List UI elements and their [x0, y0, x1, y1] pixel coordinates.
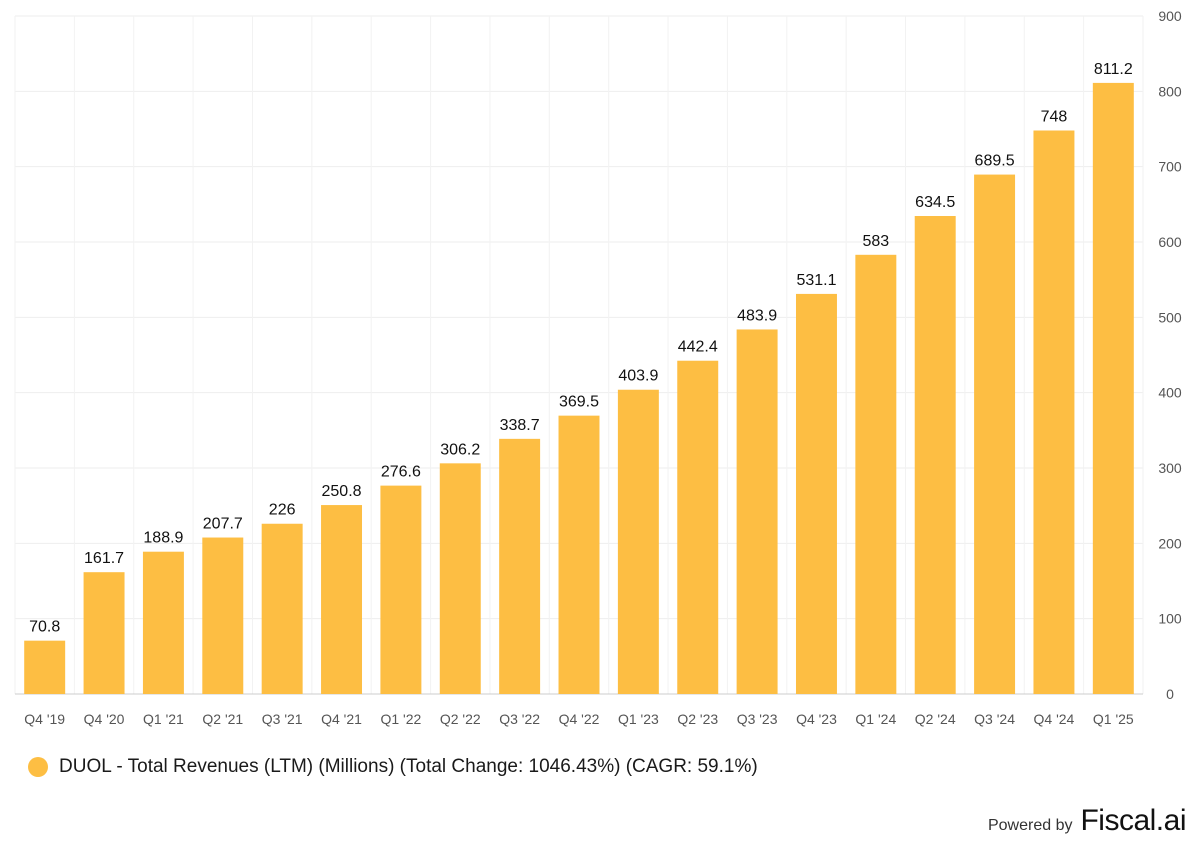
bars: [24, 82, 1134, 695]
x-tick-label: Q1 '21: [143, 711, 184, 727]
x-tick-label: Q2 '23: [677, 711, 718, 727]
data-label: 161.7: [84, 550, 124, 567]
x-axis-ticks: Q4 '19 Q4 '20 Q1 '21 Q2 '21 Q3 '21 Q4 '21 Q1 '…: [24, 711, 1134, 727]
data-label: 689.5: [975, 153, 1015, 170]
y-tick-label: 100: [1158, 611, 1182, 627]
bar: [736, 329, 778, 694]
bar: [142, 551, 184, 694]
x-tick-label: Q3 '24: [974, 711, 1015, 727]
bar: [439, 463, 481, 694]
x-tick-label: Q3 '22: [499, 711, 540, 727]
x-tick-label: Q1 '22: [380, 711, 421, 727]
bar: [617, 389, 659, 694]
bar: [83, 572, 125, 694]
y-tick-label: 400: [1158, 385, 1182, 401]
y-tick-label: 700: [1158, 159, 1182, 175]
data-label: 811.2: [1094, 61, 1133, 78]
x-tick-label: Q4 '19: [24, 711, 65, 727]
y-tick-label: 200: [1158, 535, 1182, 551]
bar: [795, 293, 837, 694]
data-label: 338.7: [500, 417, 540, 434]
data-label: 442.4: [678, 339, 718, 356]
data-label: 583: [862, 233, 889, 250]
legend-label: DUOL - Total Revenues (LTM) (Millions) (…: [59, 756, 758, 777]
bar: [261, 523, 303, 694]
legend: DUOL - Total Revenues (LTM) (Millions) (…: [28, 756, 758, 778]
data-label: 306.2: [440, 441, 480, 458]
x-tick-label: Q3 '21: [262, 711, 303, 727]
data-label: 70.8: [29, 619, 60, 636]
x-tick-label: Q1 '23: [618, 711, 659, 727]
y-axis-ticks: 0 100 200 300 400 500 600 700 800 900: [1158, 8, 1182, 702]
data-label: 188.9: [143, 530, 183, 547]
x-tick-label: Q2 '22: [440, 711, 481, 727]
bar: [499, 438, 541, 694]
bar: [380, 485, 422, 694]
y-tick-label: 0: [1166, 686, 1174, 702]
data-labels: 70.8 161.7 188.9 207.7 226 250.8 276.6 306.2 338…: [29, 61, 1133, 636]
brand-logo: Fiscal.ai: [1080, 804, 1186, 837]
y-tick-label: 900: [1158, 8, 1182, 24]
powered-by-text: Powered by: [987, 817, 1073, 834]
bar-chart: 70.8 161.7 188.9 207.7 226 250.8 276.6 306.2 338…: [14, 8, 1182, 727]
y-tick-label: 600: [1158, 234, 1182, 250]
data-label: 531.1: [796, 272, 836, 289]
bar: [974, 174, 1016, 694]
data-label: 276.6: [381, 464, 421, 481]
x-tick-label: Q4 '23: [796, 711, 837, 727]
bar: [24, 640, 66, 694]
x-tick-label: Q4 '21: [321, 711, 362, 727]
y-tick-label: 800: [1158, 83, 1182, 99]
data-label: 483.9: [737, 307, 777, 324]
x-tick-label: Q4 '20: [84, 711, 125, 727]
x-tick-label: Q4 '24: [1034, 711, 1075, 727]
data-label: 226: [269, 502, 296, 519]
data-label: 634.5: [915, 194, 955, 211]
bar: [914, 216, 956, 694]
y-tick-label: 500: [1158, 309, 1182, 325]
data-label: 250.8: [322, 483, 362, 500]
grid-lines: [14, 15, 1144, 694]
legend-marker-icon: [28, 757, 48, 777]
x-tick-label: Q1 '24: [855, 711, 896, 727]
x-tick-label: Q2 '21: [202, 711, 243, 727]
attribution: Powered by Fiscal.ai: [987, 804, 1187, 838]
bar: [321, 505, 363, 694]
bar: [558, 415, 600, 694]
data-label: 207.7: [203, 516, 243, 533]
x-tick-label: Q3 '23: [737, 711, 778, 727]
bar: [855, 254, 897, 694]
x-tick-label: Q4 '22: [559, 711, 600, 727]
data-label: 748: [1041, 109, 1068, 126]
bar: [677, 360, 719, 694]
data-label: 403.9: [618, 368, 658, 385]
bar: [1033, 130, 1075, 695]
x-tick-label: Q1 '25: [1093, 711, 1134, 727]
y-tick-label: 300: [1158, 460, 1182, 476]
data-label: 369.5: [559, 394, 599, 411]
bar: [1092, 82, 1134, 694]
x-tick-label: Q2 '24: [915, 711, 956, 727]
bar: [202, 537, 244, 694]
